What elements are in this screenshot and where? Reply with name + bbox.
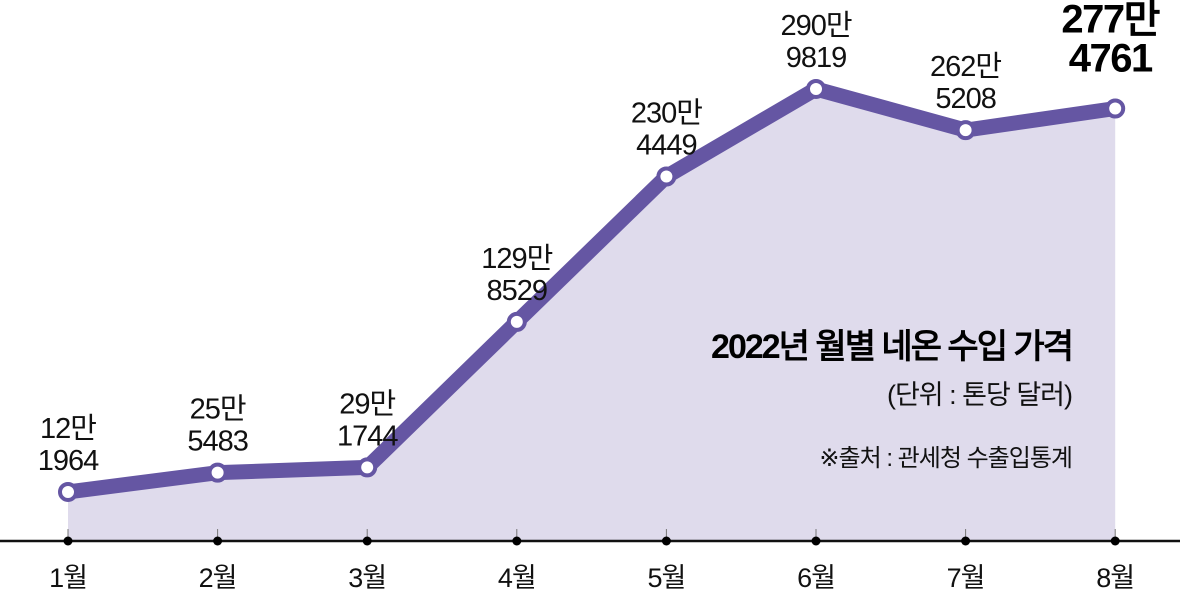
data-label-line2: 4449 [636,129,697,161]
data-label-line1: 262만 [930,51,1001,83]
x-tick-dot [811,536,821,546]
x-tick-dot [512,536,522,546]
data-label-line2: 1744 [337,420,398,452]
x-tick-label: 3월 [348,563,386,593]
data-point [357,457,378,478]
x-tick-label: 5월 [647,563,685,593]
data-point [1105,98,1126,119]
data-label-line1: 25만 [190,394,246,426]
data-point [207,462,228,483]
x-tick-label: 8월 [1096,563,1134,593]
data-label-line2: 1964 [38,445,99,477]
data-label-line2: 5483 [187,426,248,458]
data-label-line1: 290만 [780,10,851,42]
x-tick-label: 2월 [199,563,237,593]
data-label-line2: 8529 [487,275,548,307]
data-label-line2: 4761 [1069,37,1153,81]
x-tick-dot [213,536,223,546]
chart-source: ※출처 : 관세청 수출입통계 [819,445,1072,472]
data-label-line1: 29만 [339,388,395,420]
x-tick-dot [961,536,971,546]
chart-unit: (단위 : 톤당 달러) [887,380,1072,410]
x-tick-dot [63,536,73,546]
data-point [506,311,527,332]
chart-title: 2022년 월별 네온 수입 가격 [711,328,1072,366]
data-label-line1: 12만 [40,413,96,445]
data-point [656,166,677,187]
x-tick-label: 4월 [498,563,536,593]
data-label-line1: 277만 [1061,0,1160,42]
data-label-line2: 9819 [786,42,847,74]
series-line [60,81,1123,500]
data-point [58,481,78,502]
x-tick-dot [1110,536,1120,546]
x-tick-label: 1월 [49,563,87,593]
x-tick-dot [362,536,372,546]
data-point [806,78,826,99]
x-tick-label: 6월 [797,563,835,593]
data-point [955,120,976,141]
x-tick-dot [661,536,671,546]
x-tick-label: 7월 [947,563,985,593]
data-label-line2: 5208 [935,83,996,115]
data-label-line1: 230만 [631,97,702,129]
data-label-line1: 129만 [481,243,552,275]
area-fill [68,88,1116,542]
